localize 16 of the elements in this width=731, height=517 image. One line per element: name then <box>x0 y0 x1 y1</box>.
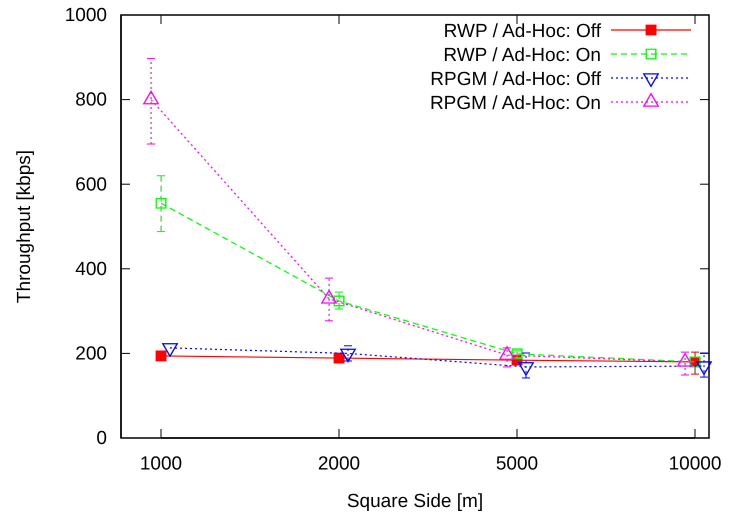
legend-label: RPGM / Ad-Hoc: Off <box>430 69 602 90</box>
x-tick-label: 2000 <box>318 453 360 474</box>
y-tick-label: 400 <box>75 258 107 280</box>
y-tick-label: 600 <box>75 174 107 196</box>
y-tick-label: 0 <box>96 428 107 450</box>
legend-label: RWP / Ad-Hoc: Off <box>444 21 602 42</box>
x-tick-label: 5000 <box>496 453 538 474</box>
legend-label: RWP / Ad-Hoc: On <box>443 45 601 66</box>
x-tick-label: 1000 <box>140 453 182 474</box>
y-tick-label: 800 <box>75 90 107 111</box>
y-tick-label: 1000 <box>64 5 107 26</box>
legend-label: RPGM / Ad-Hoc: On <box>430 93 601 114</box>
x-tick-label: 10000 <box>668 453 722 474</box>
x-axis-title: Square Side [m] <box>346 491 484 512</box>
y-tick-label: 200 <box>75 343 107 364</box>
y-axis-title: Throughput [kbps] <box>14 150 35 304</box>
